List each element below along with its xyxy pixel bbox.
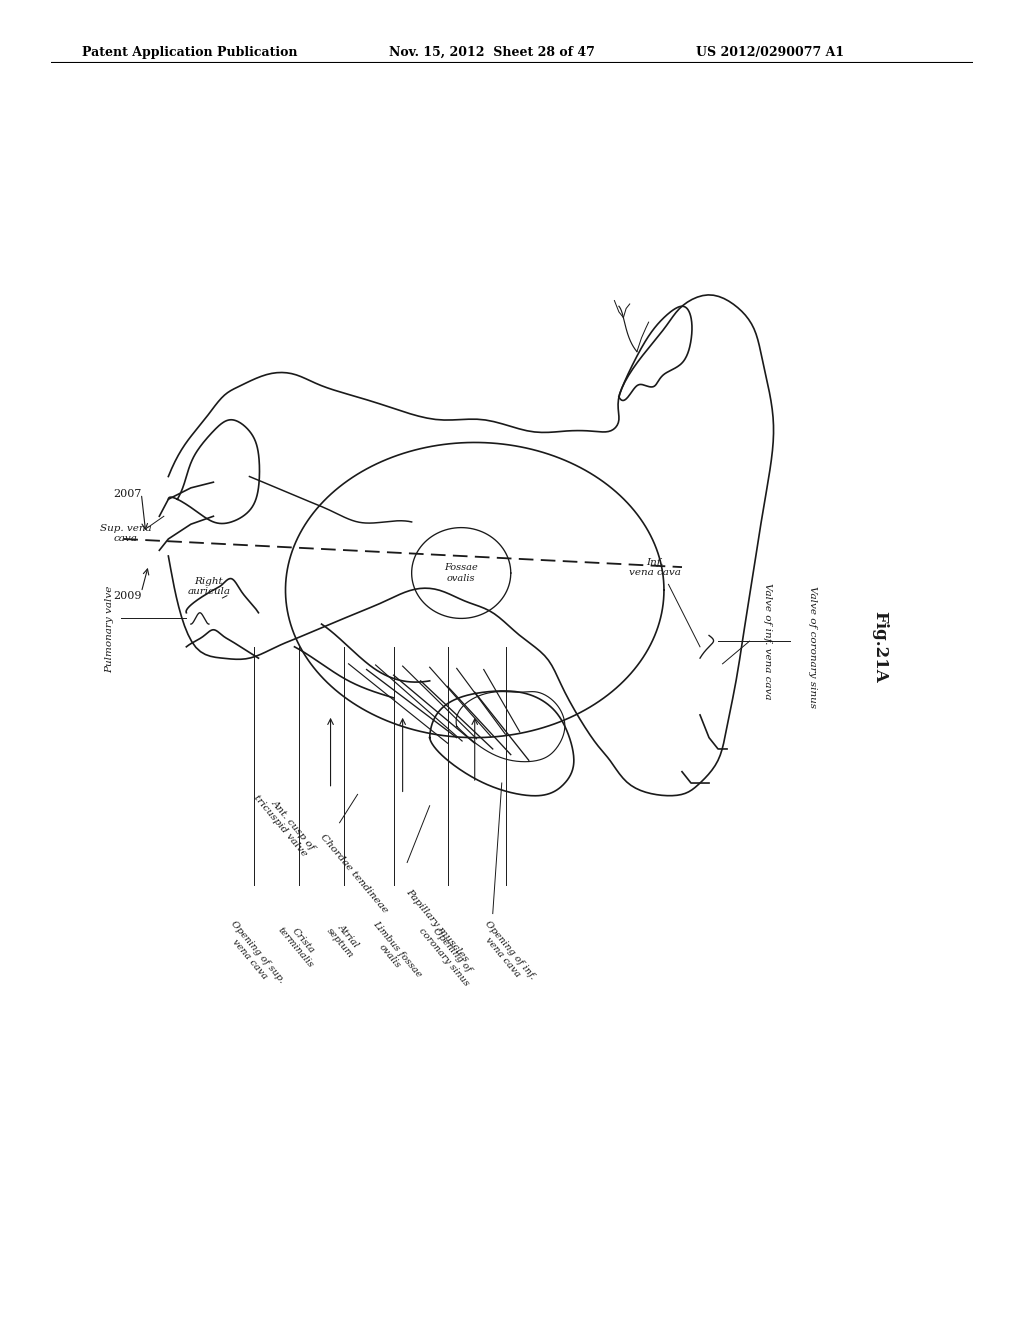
Text: Opening of
coronary sinus: Opening of coronary sinus: [417, 919, 478, 987]
Text: Crista
terminalis: Crista terminalis: [275, 919, 323, 970]
Text: Limbus fossae
ovalis: Limbus fossae ovalis: [364, 919, 424, 986]
Text: Opening of inf.
vena cava: Opening of inf. vena cava: [475, 919, 538, 987]
Text: Pulmonary valve: Pulmonary valve: [105, 586, 115, 673]
Text: Chordae tendineae: Chordae tendineae: [318, 833, 389, 915]
Text: Ant. cusp of
tricuspid valve: Ant. cusp of tricuspid valve: [252, 787, 317, 859]
Text: Nov. 15, 2012  Sheet 28 of 47: Nov. 15, 2012 Sheet 28 of 47: [389, 46, 595, 59]
Text: Valve of coronary sinus: Valve of coronary sinus: [808, 586, 817, 708]
Text: Atrial
septum: Atrial septum: [325, 919, 364, 960]
Text: Valve of inf. vena cava: Valve of inf. vena cava: [763, 583, 772, 700]
Text: Sup. vena
cava: Sup. vena cava: [100, 524, 152, 543]
Text: Fig.21A: Fig.21A: [871, 611, 889, 682]
Text: Inf.
vena cava: Inf. vena cava: [629, 557, 681, 577]
Text: Fossae
ovalis: Fossae ovalis: [444, 564, 478, 582]
Text: Patent Application Publication: Patent Application Publication: [82, 46, 297, 59]
Text: Papillary muscles: Papillary muscles: [404, 887, 470, 964]
Text: 2009: 2009: [113, 591, 141, 601]
Text: Opening of sup.
vena cava: Opening of sup. vena cava: [221, 919, 287, 991]
Text: US 2012/0290077 A1: US 2012/0290077 A1: [696, 46, 845, 59]
Text: 2007: 2007: [113, 488, 141, 499]
Text: Right
auricula: Right auricula: [187, 577, 230, 597]
